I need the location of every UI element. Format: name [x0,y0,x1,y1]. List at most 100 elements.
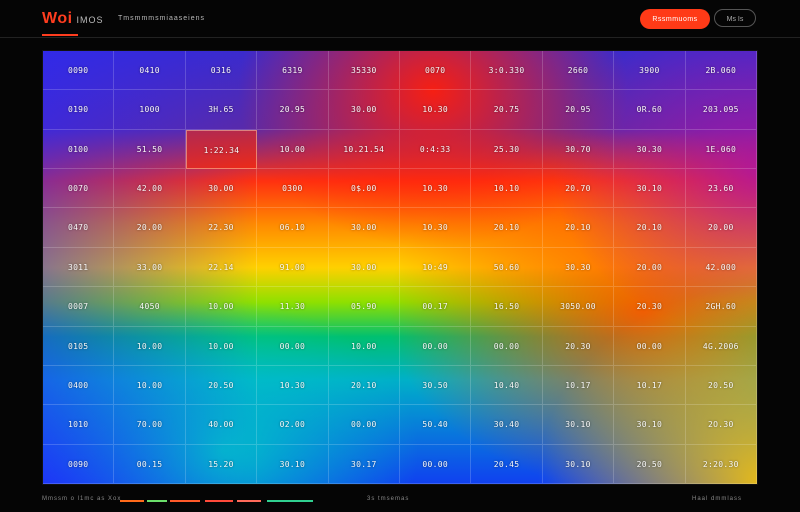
heatmap-cell[interactable]: 10.40 [471,365,543,406]
heatmap-cell[interactable]: 22.14 [185,247,258,288]
heatmap-cell[interactable]: 0316 [185,51,258,91]
heatmap-cell[interactable]: 2660 [542,51,615,91]
heatmap-cell[interactable]: 30.10 [542,444,615,484]
heatmap-cell[interactable]: 10.00 [185,326,258,366]
heatmap-cell[interactable]: 0300 [257,169,329,209]
heatmap-cell[interactable]: 6319 [257,51,329,91]
heatmap-cell[interactable]: 0$.00 [328,169,400,209]
secondary-action-button[interactable]: Ms Is [714,9,756,27]
heatmap-cell[interactable]: 10.17 [614,365,686,406]
heatmap-cell[interactable]: 20.45 [471,444,543,484]
heatmap-cell[interactable]: 20.10 [328,365,400,406]
heatmap-cell[interactable]: 06.10 [257,208,329,248]
heatmap-cell[interactable]: 20.10 [542,208,615,248]
heatmap-cell[interactable]: 10:49 [400,247,472,288]
heatmap-cell[interactable]: 30.00 [328,90,400,130]
heatmap-cell[interactable]: 3H.65 [185,90,258,130]
heatmap-cell[interactable]: 00.00 [400,444,472,484]
heatmap-cell[interactable]: 1:22.34 [185,129,258,170]
heatmap-cell[interactable]: 0105 [43,326,115,366]
heatmap-cell[interactable]: 10.30 [400,169,472,209]
heatmap-cell[interactable]: 00.00 [471,326,543,366]
heatmap-cell[interactable]: 42.000 [685,247,757,288]
heatmap-cell[interactable]: 25.30 [471,129,543,170]
heatmap-cell[interactable]: 20.95 [542,90,615,130]
heatmap-cell[interactable]: 0410 [114,51,186,91]
heatmap-cell[interactable]: 22.30 [185,208,258,248]
heatmap-cell[interactable]: 70.00 [114,405,186,445]
heatmap-cell[interactable]: 10.21.54 [328,129,400,170]
heatmap-cell[interactable]: 0:4:33 [400,129,472,170]
heatmap-cell[interactable]: 51.50 [114,129,186,170]
heatmap-cell[interactable]: 02.00 [257,405,329,445]
heatmap-cell[interactable]: 20.00 [614,247,686,288]
heatmap-cell[interactable]: 30.00 [328,247,400,288]
heatmap-cell[interactable]: 10.00 [257,129,329,170]
heatmap-cell[interactable]: 00.17 [400,287,472,327]
heatmap-cell[interactable]: 91.00 [257,247,329,288]
heatmap-cell[interactable]: 20.30 [542,326,615,366]
heatmap-cell[interactable]: 0070 [43,169,115,209]
app-logo[interactable]: Woi IMOS [42,10,104,28]
heatmap-cell[interactable]: 203.095 [685,90,757,130]
heatmap-cell[interactable]: 10.00 [114,365,186,406]
heatmap-cell[interactable]: 3900 [614,51,686,91]
heatmap-cell[interactable]: 42.00 [114,169,186,209]
heatmap-cell[interactable]: 20.70 [542,169,615,209]
heatmap-cell[interactable]: 23.60 [685,169,757,209]
heatmap-cell[interactable]: 30.10 [257,444,329,484]
heatmap-cell[interactable]: 20.10 [471,208,543,248]
heatmap-cell[interactable]: 30.50 [400,365,472,406]
heatmap-cell[interactable]: 4G.2006 [685,326,757,366]
heatmap-cell[interactable]: 10.00 [328,326,400,366]
heatmap-cell[interactable]: 35330 [328,51,400,91]
heatmap-cell[interactable]: 0400 [43,365,115,406]
heatmap-cell[interactable]: 15.20 [185,444,258,484]
heatmap-cell[interactable]: 10.30 [400,208,472,248]
heatmap-cell[interactable]: 20.95 [257,90,329,130]
heatmap-cell[interactable]: 10.17 [542,365,615,406]
heatmap-cell[interactable]: 11.30 [257,287,329,327]
heatmap-cell[interactable]: 2O.30 [685,405,757,445]
heatmap-cell[interactable]: 05.90 [328,287,400,327]
heatmap-cell[interactable]: 30.17 [328,444,400,484]
heatmap-cell[interactable]: 2GH.60 [685,287,757,327]
heatmap-cell[interactable]: 00.00 [257,326,329,366]
heatmap-cell[interactable]: 3:0.330 [471,51,543,91]
heatmap-cell[interactable]: 00.00 [400,326,472,366]
heatmap-cell[interactable]: 30.00 [328,208,400,248]
heatmap-cell[interactable]: 20.75 [471,90,543,130]
heatmap-cell[interactable]: 1010 [43,405,115,445]
heatmap-cell[interactable]: 20.50 [185,365,258,406]
heatmap-cell[interactable]: 30.10 [542,405,615,445]
heatmap-cell[interactable]: 10.00 [185,287,258,327]
heatmap-cell[interactable]: 2B.060 [685,51,757,91]
heatmap-cell[interactable]: 00.00 [614,326,686,366]
heatmap-cell[interactable]: 0090 [43,444,115,484]
heatmap-cell[interactable]: 20.50 [685,365,757,406]
heatmap-cell[interactable]: 00.00 [328,405,400,445]
heatmap-cell[interactable]: 33.00 [114,247,186,288]
heatmap-cell[interactable]: 0190 [43,90,115,130]
heatmap-cell[interactable]: 4050 [114,287,186,327]
heatmap-cell[interactable]: 10.10 [471,169,543,209]
heatmap-cell[interactable]: 20.30 [614,287,686,327]
heatmap-cell[interactable]: 0R.60 [614,90,686,130]
heatmap-cell[interactable]: 30.30 [614,129,686,170]
heatmap-cell[interactable]: 20.10 [614,208,686,248]
heatmap-cell[interactable]: 30.00 [185,169,258,209]
heatmap-cell[interactable]: 16.50 [471,287,543,327]
heatmap-cell[interactable]: 10.30 [257,365,329,406]
heatmap-cell[interactable]: 3011 [43,247,115,288]
heatmap-cell[interactable]: 30.10 [614,405,686,445]
heatmap-cell[interactable]: 50.40 [400,405,472,445]
primary-action-button[interactable]: Rssmmuoms [640,9,710,29]
heatmap-cell[interactable]: 10.00 [114,326,186,366]
heatmap-cell[interactable]: 0070 [400,51,472,91]
heatmap-cell[interactable]: 0100 [43,129,115,170]
heatmap-cell[interactable]: 00.15 [114,444,186,484]
heatmap-cell[interactable]: 20.00 [685,208,757,248]
heatmap-cell[interactable]: 2:20.30 [685,444,757,484]
heatmap-cell[interactable]: 30.10 [614,169,686,209]
heatmap-cell[interactable]: 10.30 [400,90,472,130]
